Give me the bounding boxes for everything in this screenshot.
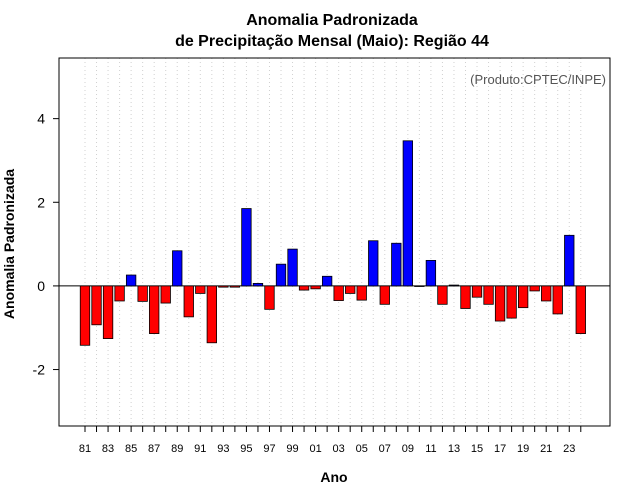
y-tick-label: 0 [37,278,45,294]
bar-2024 [575,285,586,334]
x-tick-label: 95 [240,443,252,455]
x-tick-label: 07 [379,443,391,455]
plot-frame [58,57,611,427]
bar-1996 [252,282,264,287]
bar-2012 [437,285,448,305]
bar-2020 [529,285,540,292]
bar-2004 [345,285,356,294]
bar-1981 [79,285,91,346]
chart-title-line2: de Precipitação Mensal (Maio): Região 44 [175,33,489,50]
x-tick-label: 91 [194,443,206,455]
bar-1995 [241,208,252,287]
bar-1986 [137,285,148,302]
grid-lines [84,58,582,426]
x-tick-label: 03 [333,443,345,455]
bar-1982 [91,285,102,326]
x-tick-label: 81 [79,443,91,455]
y-tick-label: 4 [37,111,45,127]
bar-1991 [195,285,206,294]
y-tick-label: -2 [33,362,46,378]
y-tick-label: 2 [37,194,45,210]
bar-2016 [483,285,494,305]
bar-2003 [333,285,344,301]
x-tick-label: 97 [263,443,275,455]
bar-2000 [298,285,310,291]
bar-1994 [229,285,241,288]
bar-1992 [206,285,217,344]
bar-2006 [368,240,379,287]
x-tick-label: 99 [286,443,298,455]
x-tick-label: 89 [171,443,183,455]
y-axis: -2 0 2 4 [33,111,59,378]
bar-1984 [114,285,125,302]
bar-1998 [275,263,287,287]
bar-2011 [425,259,437,287]
x-tick-label: 17 [494,443,506,455]
bars-group [79,140,586,346]
bar-2018 [506,285,517,319]
bar-2021 [541,285,552,302]
bar-2014 [460,285,471,309]
y-axis-title: Anomalia Padronizada [1,169,17,319]
bar-1999 [287,248,298,287]
bar-2002 [321,275,333,287]
bar-2013 [448,284,460,287]
bar-2022 [552,285,563,315]
bar-2023 [564,234,575,287]
bar-2010 [414,285,425,287]
bar-2009 [402,140,413,287]
x-tick-label: 93 [217,443,229,455]
bar-2005 [356,285,367,301]
x-tick-label: 19 [517,443,529,455]
credit-label: (Produto:CPTEC/INPE) [470,72,606,87]
bar-1988 [160,285,171,304]
chart-title-line1: Anomalia Padronizada [246,12,418,29]
x-tick-label: 13 [448,443,460,455]
bar-1985 [125,274,137,287]
x-tick-label: 85 [125,443,137,455]
bar-2007 [379,285,390,305]
x-tick-label: 09 [402,443,414,455]
bar-1989 [172,250,183,287]
x-tick-label: 83 [102,443,114,455]
x-axis: 81 83 85 87 89 91 93 95 97 99 01 03 05 07 09 11 13 15 17 19… [79,426,582,455]
bar-1993 [218,285,229,288]
x-tick-label: 21 [540,443,552,455]
bar-2001 [310,285,321,290]
bar-1990 [183,285,194,318]
x-tick-label: 01 [309,443,321,455]
bar-2019 [517,285,529,309]
x-tick-label: 11 [425,443,436,455]
bar-2015 [471,285,483,298]
bar-1983 [102,285,114,340]
bar-1987 [149,285,160,334]
x-axis-title: Ano [320,469,347,485]
bar-2017 [494,285,506,322]
x-tick-label: 05 [356,443,368,455]
x-tick-label: 15 [471,443,483,455]
bar-2008 [391,242,402,287]
x-tick-label: 87 [148,443,160,455]
bar-1997 [264,285,275,310]
x-tick-label: 23 [563,443,575,455]
